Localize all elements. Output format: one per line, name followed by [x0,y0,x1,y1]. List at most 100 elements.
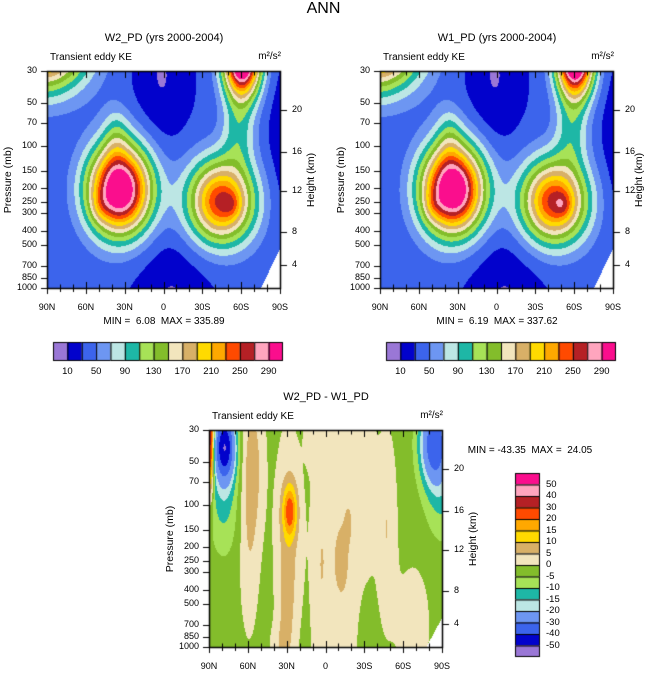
colorbar-tick-label: 50 [423,366,435,377]
colorbar-tick-label: 170 [174,366,191,377]
pressure-tick-label: 300 [21,207,37,218]
panel-title-diff: W2_PD - W1_PD [283,391,369,403]
x-tick-label: 0 [160,302,166,312]
pressure-tick-label: 70 [188,476,199,487]
figure-title: ANN [306,0,341,17]
pressure-tick-label: 200 [183,541,199,552]
colorbar-tick-label: 10 [546,536,557,547]
pressure-tick-label: 100 [21,139,37,150]
colorbar-tick-label: 290 [593,366,610,377]
colorbar-tick-label: 250 [564,366,581,377]
pressure-tick-label: 250 [183,555,199,566]
pressure-tick-label: 50 [26,96,37,107]
height-tick-label: 12 [292,184,303,195]
field-label-w1pd: Transient eddy KE [383,52,465,63]
x-tick-label: 0 [322,661,328,671]
pressure-tick-label: 700 [21,259,37,270]
colorbar-tick-label: 10 [62,366,73,377]
height-tick-label: 8 [454,584,460,595]
pressure-tick-label: 250 [354,196,370,207]
colorbar-tick-label: 0 [546,559,552,570]
pressure-tick-label: 1000 [16,282,37,292]
x-tick-label: 60S [566,302,583,312]
colorbar-tick-label: 40 [546,490,557,501]
colorbar-tick-label: 10 [395,366,406,377]
height-tick-label: 16 [292,146,303,157]
colorbar-tick-label: 130 [145,366,162,377]
field-label-diff: Transient eddy KE [212,411,294,422]
field-label-w2pd: Transient eddy KE [50,52,132,63]
pressure-tick-label: 70 [26,117,37,128]
pressure-tick-label: 500 [183,598,199,609]
colorbar-tick-label: -5 [546,570,555,582]
pressure-tick-label: 50 [188,455,199,466]
pressure-tick-label: 150 [354,164,370,175]
units-label-w2pd: m²/s² [258,51,281,62]
pressure-tick-label: 400 [354,225,370,236]
pressure-tick-label: 1000 [349,282,370,292]
height-axis-label-w2pd: Height (km) [305,152,318,208]
panel-title-w2pd: W2_PD (yrs 2000-2004) [104,32,224,44]
x-tick-label: 90N [200,661,218,671]
colorbar-tick-label: 20 [546,513,557,524]
pressure-tick-label: 850 [21,271,37,282]
pressure-tick-label: 50 [359,96,370,107]
colorbar-tick-label: 50 [90,366,102,377]
colorbar-tick-label: -40 [546,628,560,639]
height-tick-label: 8 [292,225,298,236]
x-tick-label: 90S [433,661,450,671]
x-tick-label: 60S [233,302,250,312]
stats-label-w2pd: MIN = 6.08 MAX = 335.89 [103,316,225,327]
pressure-tick-label: 700 [183,618,199,629]
colorbar-tick-label: -15 [546,593,560,605]
colorbar-tick-label: 170 [507,366,524,377]
units-label-diff: m²/s² [420,410,443,421]
x-tick-label: 30S [527,302,544,312]
colorbar-tick-label: -50 [546,639,560,651]
pressure-tick-label: 300 [183,566,199,577]
x-tick-label: 60S [395,661,412,671]
colorbar-tick-label: 290 [260,366,277,377]
pressure-tick-label: 150 [183,523,199,534]
colorbar-tick-label: 130 [478,366,495,377]
pressure-tick-label: 100 [354,139,370,150]
x-tick-label: 30N [116,302,133,312]
colorbar-tick-label: 250 [231,366,248,377]
pressure-tick-label: 30 [359,65,370,75]
colorbar-tick-label: 90 [452,366,464,377]
colorbar-tick-label: 50 [546,478,557,490]
pressure-tick-label: 850 [183,630,199,641]
pressure-tick-label: 300 [354,207,370,218]
pressure-tick-label: 30 [188,424,199,434]
pressure-tick-label: 200 [21,182,37,193]
pressure-tick-label: 100 [183,498,199,509]
height-tick-label: 16 [625,146,636,157]
pressure-tick-label: 700 [354,259,370,270]
x-tick-label: 90N [371,302,389,312]
pressure-tick-label: 500 [354,239,370,250]
x-tick-label: 30S [356,661,373,671]
x-tick-label: 90S [271,302,288,312]
x-tick-label: 0 [493,302,499,312]
colorbar-tick-label: 90 [119,366,131,377]
height-tick-label: 20 [625,103,636,114]
height-axis-label-w1pd: Height (km) [633,152,646,208]
x-tick-label: 30N [278,661,295,671]
colorbar-tick-label: 210 [536,366,553,377]
stats-label-w1pd: MIN = 6.19 MAX = 337.62 [436,316,558,327]
x-tick-label: 90N [38,302,56,312]
x-tick-label: 60N [239,661,257,671]
height-tick-label: 20 [454,462,465,473]
colorbar-tick-label: -30 [546,616,560,628]
colorbar-tick-label: 30 [546,501,557,513]
x-tick-label: 60N [410,302,428,312]
height-tick-label: 4 [625,259,631,270]
height-tick-label: 4 [454,618,460,629]
height-tick-label: 12 [454,543,465,554]
pressure-tick-label: 500 [21,239,37,250]
units-label-w1pd: m²/s² [591,51,614,62]
colorbar-tick-label: 5 [546,547,552,559]
height-tick-label: 8 [625,225,631,236]
